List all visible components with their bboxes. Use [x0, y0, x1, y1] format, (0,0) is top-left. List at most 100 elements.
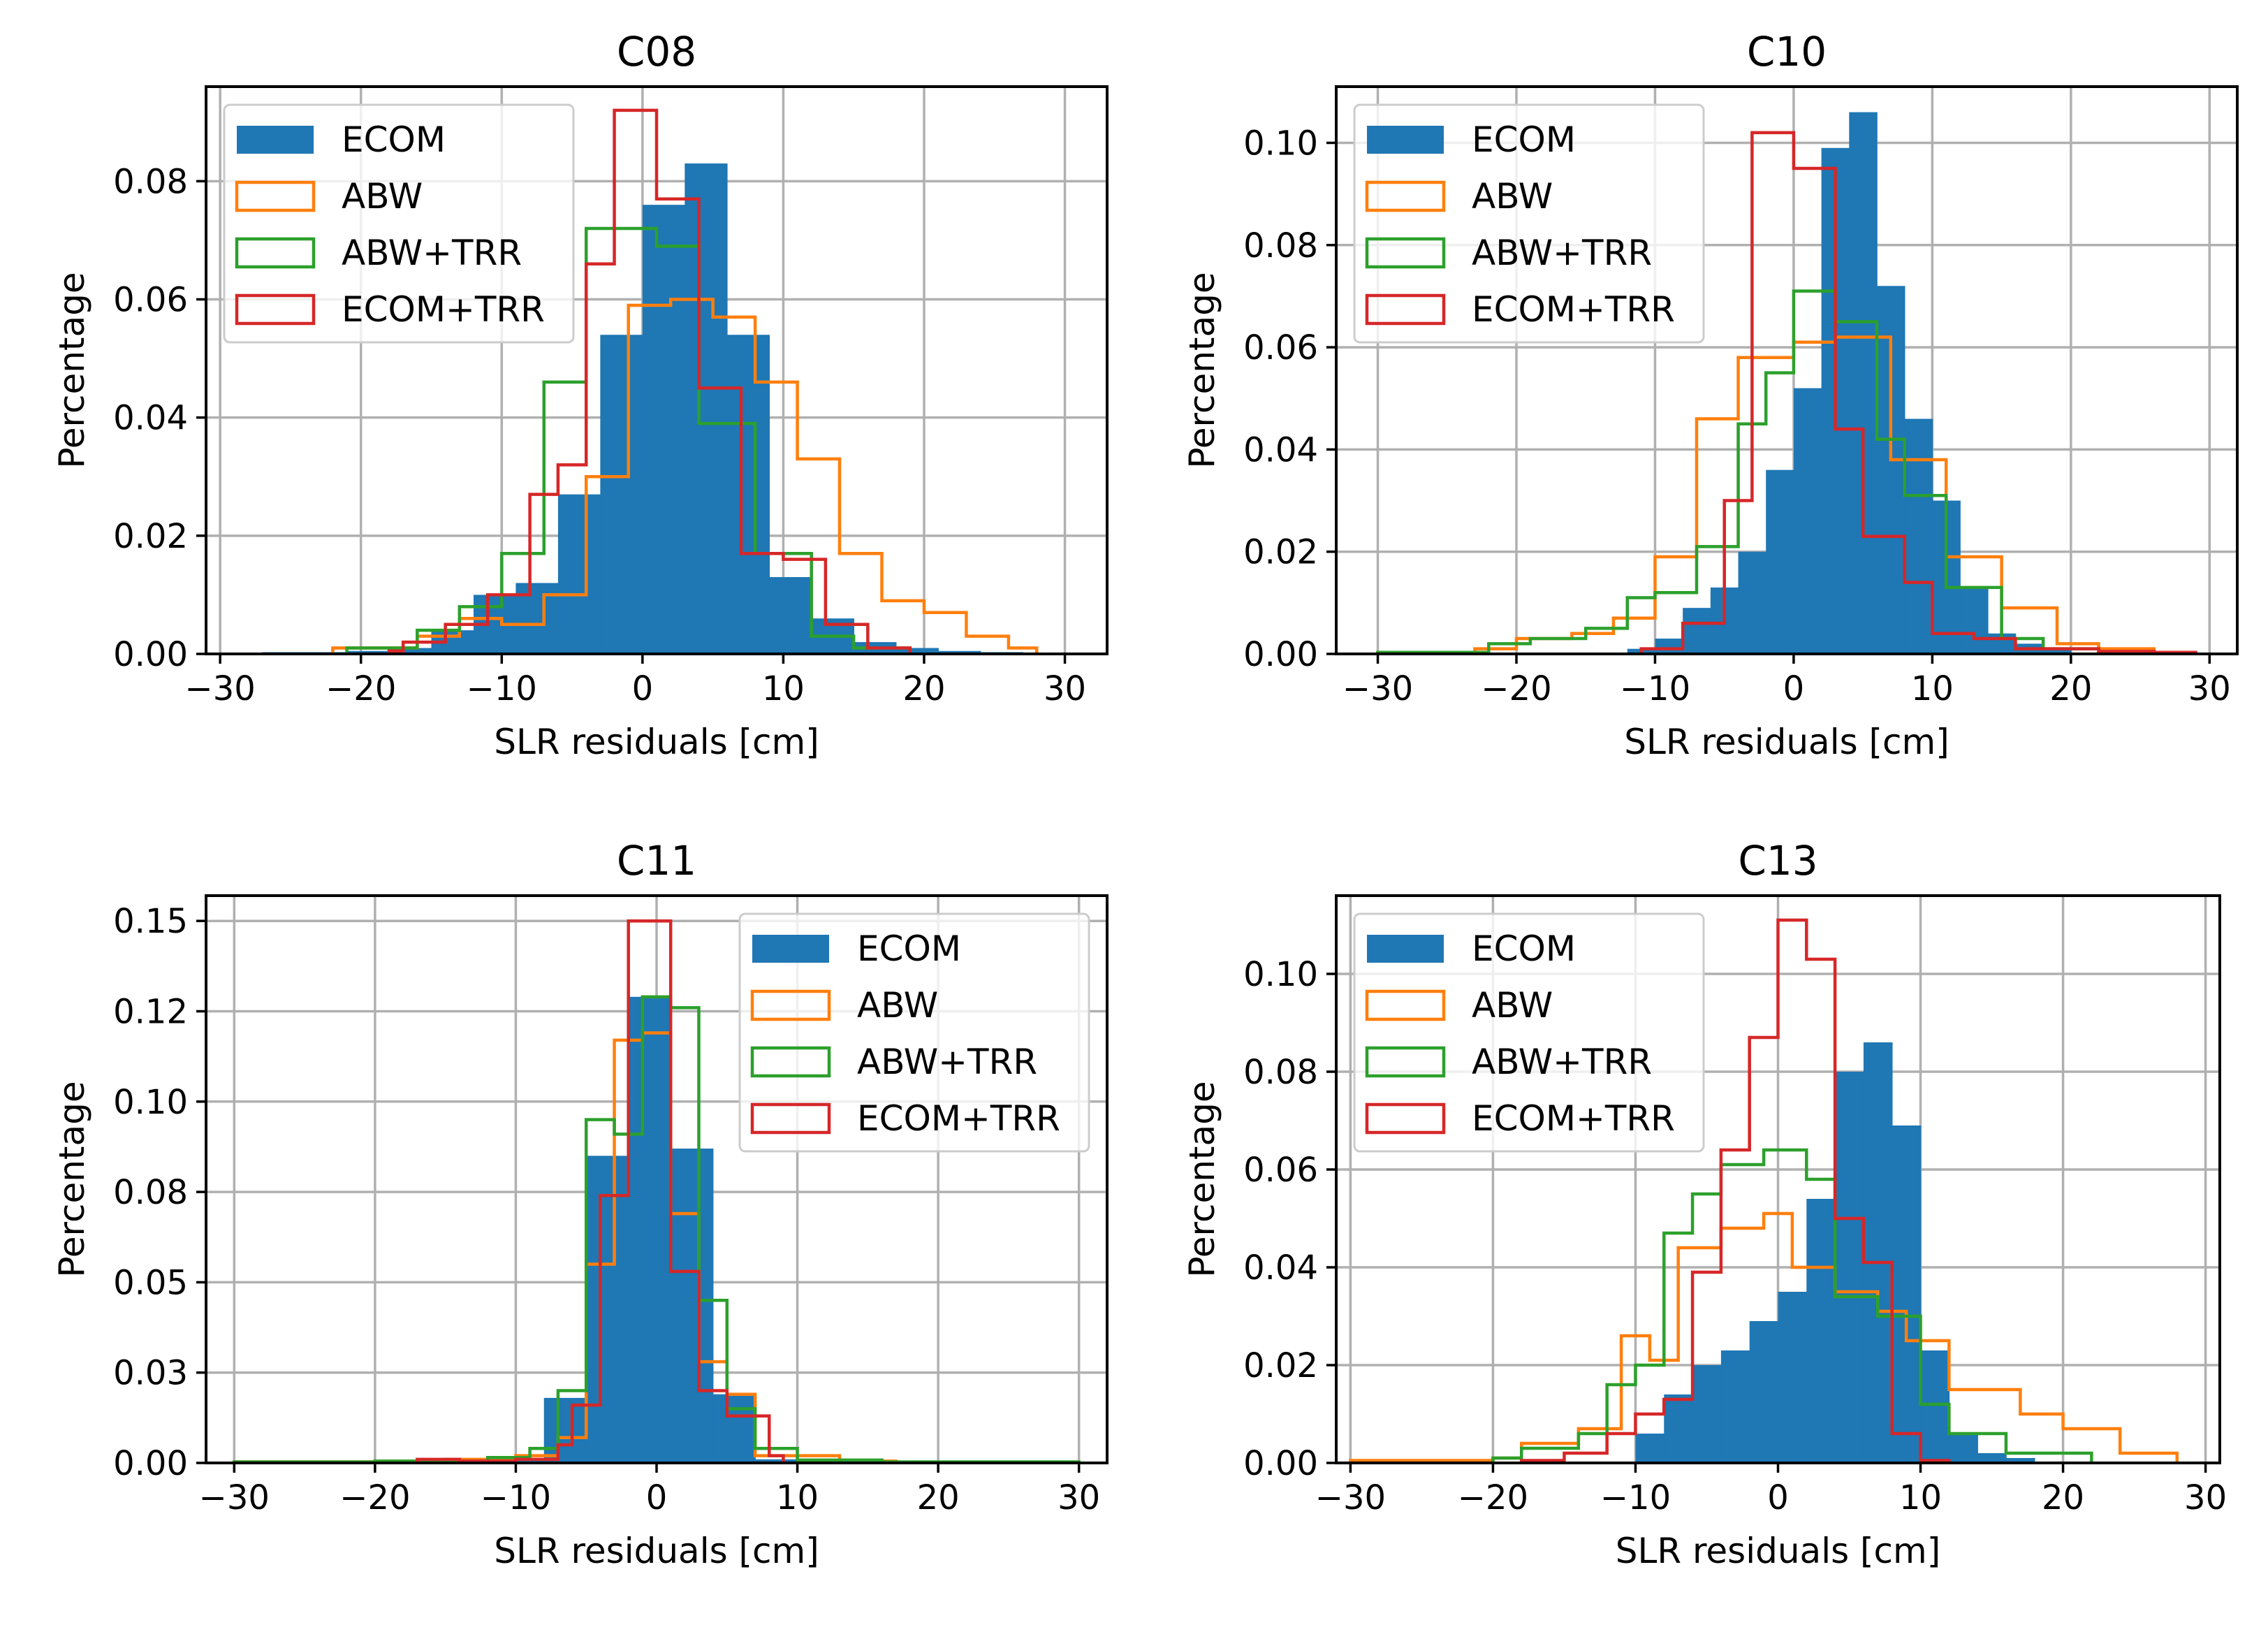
histogram-bar	[1863, 1042, 1893, 1463]
legend-label: ECOM	[857, 928, 961, 969]
legend-swatch	[1365, 989, 1446, 1021]
legend-swatch	[750, 989, 831, 1021]
legend: ECOM ABW ABW+TRR ECOM+TRR	[223, 103, 575, 344]
series-ecom-trr-step	[416, 919, 785, 1463]
legend-swatch	[750, 1046, 831, 1078]
panel-title: C13	[1738, 837, 1817, 884]
y-tick-label: 0.10	[113, 1083, 188, 1122]
histogram-bar	[1892, 1125, 1922, 1463]
x-tick-label: −20	[1458, 1478, 1528, 1517]
histogram-bar	[2043, 648, 2072, 654]
histogram-bar	[1793, 388, 1822, 654]
x-tick-label: 30	[1044, 669, 1086, 708]
histogram-bar	[685, 163, 728, 654]
y-tick-label: 0.06	[1243, 1151, 1318, 1190]
legend-swatch	[1367, 935, 1444, 963]
x-axis-label: SLR residuals [cm]	[494, 722, 819, 762]
y-tick-label: 0.02	[113, 517, 188, 556]
x-tick-label: −30	[185, 669, 256, 708]
series-abw-trr-step	[233, 995, 1081, 1463]
y-tick-label: 0.00	[1243, 1444, 1318, 1483]
legend-swatch	[1365, 293, 1446, 326]
x-tick-label: 0	[1783, 669, 1805, 708]
legend: ECOM ABW ABW+TRR ECOM+TRR	[738, 912, 1090, 1153]
histogram-bar	[1635, 1434, 1665, 1463]
histogram-bar	[642, 205, 686, 654]
histogram-bar	[671, 1149, 714, 1463]
x-tick-label: −30	[199, 1478, 270, 1517]
y-tick-label: 0.15	[113, 902, 188, 941]
histogram-bar	[1835, 1072, 1864, 1463]
y-axis-label: Percentage	[1182, 1081, 1222, 1277]
legend-label: ABW	[1472, 985, 1553, 1026]
y-tick-label: 0.10	[1243, 955, 1318, 994]
panel-c10: −30 −20 −10 0 10 20 30 0.00 0.02 0.04 0.06 0.08 0.10…	[1182, 28, 2239, 762]
legend-swatch	[235, 293, 316, 326]
x-tick-label: 10	[776, 1478, 819, 1517]
x-tick-label: −20	[339, 1478, 410, 1517]
data-area	[233, 919, 1081, 1463]
panel-title: C11	[617, 837, 696, 884]
legend-label: ABW	[857, 985, 938, 1026]
x-tick-label: 20	[917, 1478, 960, 1517]
y-tick-label: 0.08	[1243, 1053, 1318, 1092]
legend-label: ECOM	[342, 119, 446, 160]
y-axis-label: Percentage	[1182, 272, 1222, 468]
y-axis-label: Percentage	[52, 1081, 92, 1277]
legend-swatch	[235, 237, 316, 269]
y-tick-label: 0.06	[113, 281, 188, 320]
histogram-bar	[1960, 587, 1989, 654]
x-tick-label: 0	[646, 1478, 668, 1517]
legend-box	[738, 912, 1090, 1153]
series-abw-trr-step	[1376, 289, 2100, 654]
histogram-bar	[1738, 551, 1767, 654]
data-area	[1376, 112, 2197, 654]
x-tick-label: −20	[325, 669, 396, 708]
histogram-bar	[1720, 1350, 1750, 1463]
legend-swatch	[235, 180, 316, 212]
y-tick-label: 0.08	[113, 1173, 188, 1212]
x-tick-label: −10	[481, 1478, 551, 1517]
legend-box	[223, 103, 575, 344]
y-tick-label: 0.06	[1243, 328, 1318, 367]
histogram-bar	[769, 577, 812, 654]
histogram-bar	[1977, 1453, 2007, 1463]
histogram-bar	[1692, 1365, 1722, 1463]
legend-label: ECOM+TRR	[857, 1098, 1060, 1139]
x-tick-label: 10	[1899, 1478, 1942, 1517]
histogram-bar	[1904, 418, 1933, 654]
panel-c13: −30 −20 −10 0 10 20 30 0.00 0.02 0.04 0.06 0.08 0.10…	[1182, 837, 2227, 1571]
series-ecom-bars	[234, 996, 1080, 1463]
y-tick-label: 0.00	[113, 635, 188, 674]
x-tick-label: 30	[2188, 669, 2231, 708]
x-tick-label: 30	[2184, 1478, 2227, 1517]
series-abw-trr-step	[345, 226, 912, 654]
x-tick-label: 20	[2042, 1478, 2084, 1517]
histogram-bar	[502, 1459, 545, 1463]
legend-label: ECOM+TRR	[1472, 1098, 1675, 1139]
histogram-bar	[938, 650, 981, 654]
legend-swatch	[750, 1102, 831, 1135]
histogram-bar	[600, 335, 643, 654]
histogram-bar	[346, 650, 390, 654]
legend-label: ABW+TRR	[1472, 233, 1652, 273]
y-tick-label: 0.04	[1243, 430, 1318, 469]
legend-swatch	[1365, 1102, 1446, 1135]
x-tick-label: 0	[632, 669, 654, 708]
histogram-bar	[755, 1459, 798, 1463]
histogram-bar	[1683, 608, 1711, 654]
legend-swatch	[1367, 126, 1444, 154]
y-tick-label: 0.00	[113, 1444, 188, 1483]
legend-label: ABW+TRR	[857, 1042, 1037, 1082]
histogram-bar	[1920, 1350, 1950, 1463]
panel-c11: −30 −20 −10 0 10 20 30 0.00 0.03 0.05 0.08 0.10 0.12…	[52, 837, 1109, 1571]
panel-title: C10	[1747, 28, 1827, 75]
y-axis-label: Percentage	[52, 272, 92, 468]
histogram-bar	[1806, 1199, 1836, 1463]
histogram-bar	[389, 648, 432, 654]
legend-label: ECOM+TRR	[342, 289, 545, 330]
x-tick-label: 10	[762, 669, 805, 708]
y-tick-label: 0.02	[1243, 533, 1318, 572]
histogram-bar	[628, 996, 671, 1463]
y-tick-label: 0.08	[113, 162, 188, 201]
